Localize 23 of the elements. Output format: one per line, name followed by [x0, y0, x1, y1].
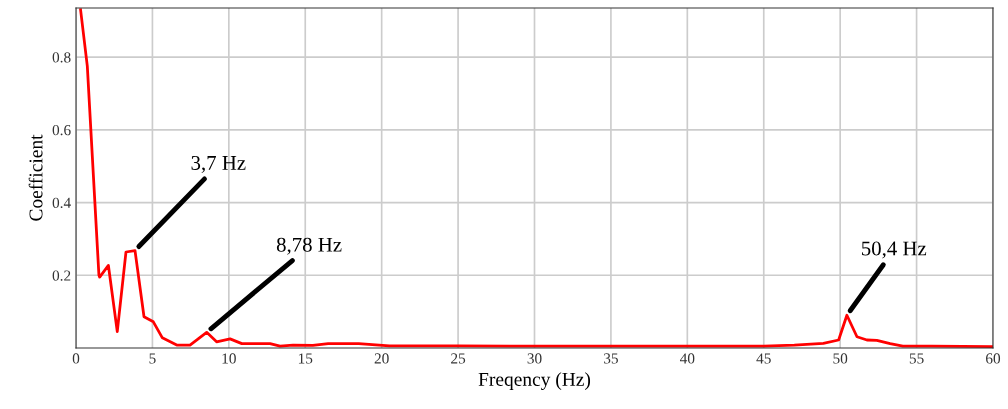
y-tick-label: 0.6	[52, 124, 71, 136]
y-tick-label: 0.2	[52, 270, 71, 281]
annotation: 8,78 Hz	[276, 237, 342, 255]
x-tick-label: 10	[222, 353, 236, 364]
x-tick-label: 55	[909, 353, 924, 364]
x-tick-label: 25	[451, 353, 466, 364]
x-tick-label: 15	[298, 353, 313, 364]
x-tick-label: 5	[149, 353, 156, 364]
annotation: 50,4 Hz	[861, 241, 927, 259]
x-tick-label: 20	[374, 353, 389, 364]
x-axis-title: Freqency (Hz)	[478, 372, 591, 390]
x-tick-label: 35	[604, 353, 618, 364]
y-tick-label: 0.8	[52, 52, 71, 63]
x-tick-label: 45	[756, 353, 771, 364]
x-tick-label: 30	[527, 353, 542, 364]
y-axis-title: Coefficient	[28, 134, 43, 221]
y-tick-label: 0.4	[52, 197, 71, 209]
x-tick-label: 0	[72, 353, 80, 364]
x-tick-label: 60	[986, 353, 1001, 364]
annotation: 3,7 Hz	[191, 155, 246, 173]
x-tick-label: 50	[833, 353, 848, 364]
x-tick-label: 40	[679, 353, 695, 364]
line-series	[79, 8, 993, 348]
